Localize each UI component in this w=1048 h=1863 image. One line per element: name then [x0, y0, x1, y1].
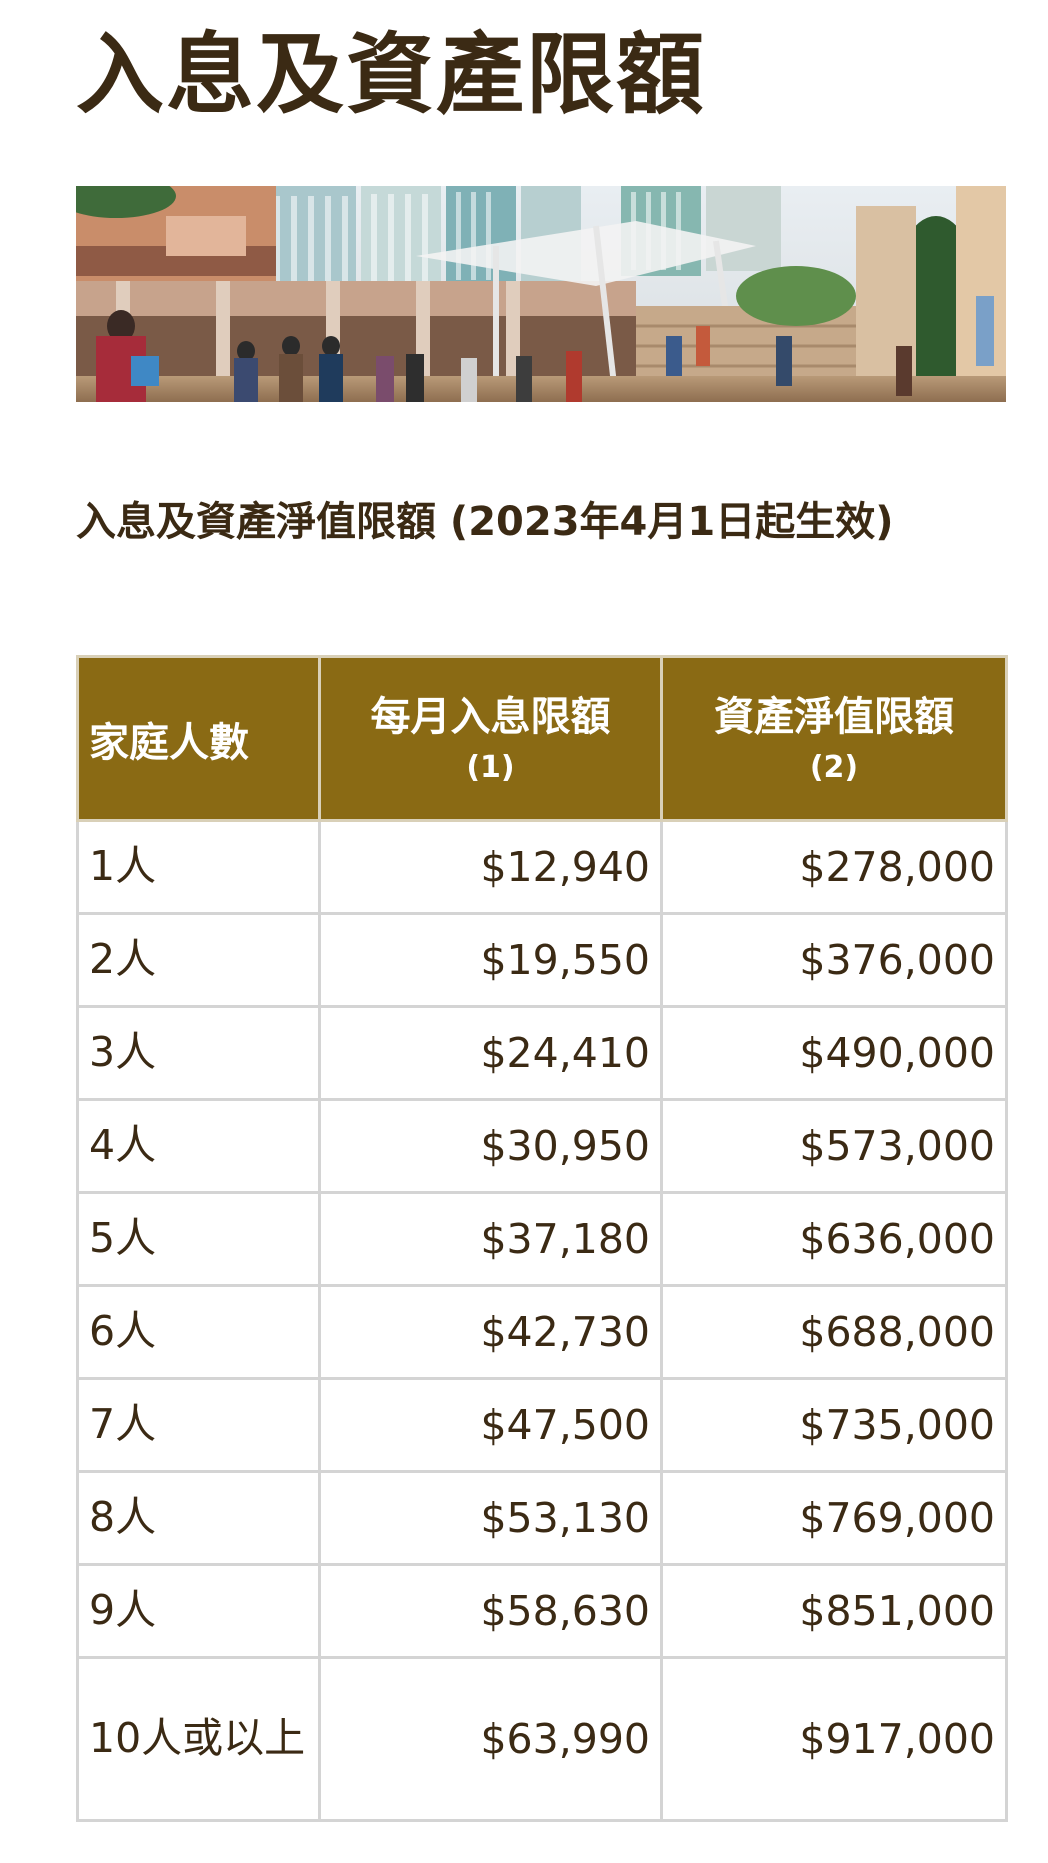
asset-limit-cell: $278,000 — [660, 819, 1008, 915]
household-size-cell: 9人 — [76, 1563, 321, 1659]
header-net-asset-limit: 資產淨值限額 (2) — [660, 655, 1008, 822]
income-limit-cell: $37,180 — [318, 1191, 663, 1287]
header-household-size: 家庭人數 — [76, 655, 321, 822]
income-limit-cell: $53,130 — [318, 1470, 663, 1566]
household-size-cell: 5人 — [76, 1191, 321, 1287]
banner-image — [76, 186, 1006, 402]
asset-limit-cell: $636,000 — [660, 1191, 1008, 1287]
table-row: 1人 $12,940 $278,000 — [76, 819, 1008, 915]
household-size-cell: 7人 — [76, 1377, 321, 1473]
table-row: 4人 $30,950 $573,000 — [76, 1098, 1008, 1194]
table-row: 8人 $53,130 $769,000 — [76, 1470, 1008, 1566]
limits-table: 家庭人數 每月入息限額 (1) 資產淨值限額 (2) 1人 $12,940 $2… — [76, 655, 1008, 1822]
header-assets-note: (2) — [809, 749, 859, 785]
header-income-label: 每月入息限額 — [370, 693, 611, 740]
table-row: 9人 $58,630 $851,000 — [76, 1563, 1008, 1659]
asset-limit-cell: $490,000 — [660, 1005, 1008, 1101]
household-size-cell: 1人 — [76, 819, 321, 915]
table-row: 2人 $19,550 $376,000 — [76, 912, 1008, 1008]
section-subtitle: 入息及資產淨值限額 (2023年4月1日起生效) — [76, 499, 894, 545]
household-size-cell: 6人 — [76, 1284, 321, 1380]
income-limit-cell: $24,410 — [318, 1005, 663, 1101]
table-row: 3人 $24,410 $490,000 — [76, 1005, 1008, 1101]
table-row: 5人 $37,180 $636,000 — [76, 1191, 1008, 1287]
income-limit-cell: $12,940 — [318, 819, 663, 915]
table-row: 10人或以上 $63,990 $917,000 — [76, 1656, 1008, 1822]
asset-limit-cell: $851,000 — [660, 1563, 1008, 1659]
income-limit-cell: $63,990 — [318, 1656, 663, 1822]
table-row: 7人 $47,500 $735,000 — [76, 1377, 1008, 1473]
header-monthly-income-limit: 每月入息限額 (1) — [318, 655, 663, 822]
household-size-cell: 2人 — [76, 912, 321, 1008]
household-size-cell: 10人或以上 — [76, 1656, 321, 1822]
page-title: 入息及資產限額 — [76, 23, 707, 126]
income-limit-cell: $30,950 — [318, 1098, 663, 1194]
income-limit-cell: $42,730 — [318, 1284, 663, 1380]
income-limit-cell: $58,630 — [318, 1563, 663, 1659]
header-assets-label: 資產淨值限額 — [714, 693, 954, 740]
household-size-cell: 4人 — [76, 1098, 321, 1194]
income-limit-cell: $47,500 — [318, 1377, 663, 1473]
household-size-cell: 3人 — [76, 1005, 321, 1101]
asset-limit-cell: $769,000 — [660, 1470, 1008, 1566]
table-row: 6人 $42,730 $688,000 — [76, 1284, 1008, 1380]
household-size-cell: 8人 — [76, 1470, 321, 1566]
housing-estate-photo — [76, 186, 1006, 402]
asset-limit-cell: $735,000 — [660, 1377, 1008, 1473]
asset-limit-cell: $573,000 — [660, 1098, 1008, 1194]
header-household-label: 家庭人數 — [89, 719, 249, 766]
asset-limit-cell: $376,000 — [660, 912, 1008, 1008]
income-limit-cell: $19,550 — [318, 912, 663, 1008]
asset-limit-cell: $688,000 — [660, 1284, 1008, 1380]
asset-limit-cell: $917,000 — [660, 1656, 1008, 1822]
table-header-row: 家庭人數 每月入息限額 (1) 資產淨值限額 (2) — [76, 655, 1008, 822]
header-income-note: (1) — [466, 749, 515, 785]
